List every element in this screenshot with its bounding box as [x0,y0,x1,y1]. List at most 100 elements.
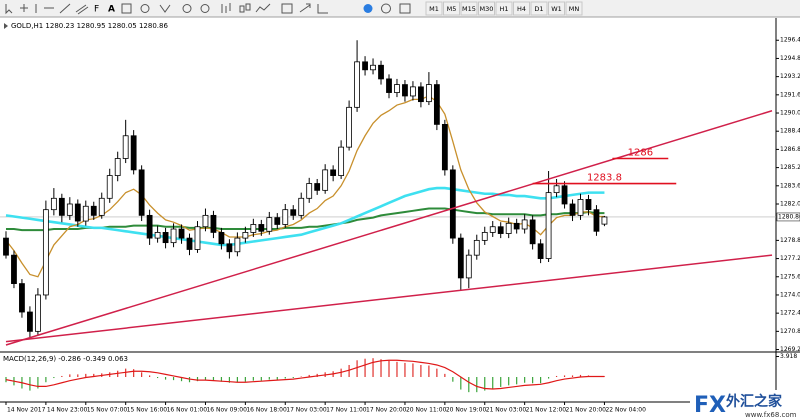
candle-body [242,232,249,239]
candle-body [322,169,329,191]
y-tick-label: 1293.20 [780,73,800,80]
y-tick-label: 1275.60 [780,273,800,280]
y-tick-label: 1286.80 [780,146,800,153]
moving-average [5,95,605,278]
cursor-icon[interactable] [5,4,13,15]
candle-body [601,216,608,225]
timeframe-label[interactable]: M30 [480,5,494,13]
candle-body [130,135,137,171]
templates-icon[interactable] [399,3,411,14]
zoom-in-icon[interactable] [182,4,192,13]
zoom-out-icon[interactable] [200,4,210,13]
symbol-icon [4,23,8,29]
timeframe-label[interactable]: M15 [462,5,476,13]
y-tick-label: 1270.80 [780,328,800,335]
candle-body [250,224,257,233]
timeframe-label[interactable]: M1 [429,5,439,13]
shapes-icon[interactable] [140,4,150,13]
y-tick-label: 1291.60 [780,91,800,98]
candle-body [425,84,432,103]
timeframe-button[interactable] [478,1,495,16]
candle-body [569,203,576,216]
trendline-icon[interactable] [59,3,71,14]
low: 1280.05 [108,22,137,30]
x-tick-label: 22 Nov 04:00 [605,407,646,414]
y-tick-label: 1290.00 [780,110,800,117]
x-tick-label: 17 Nov 11:00 [326,407,367,414]
timeframe-label[interactable]: MN [569,5,580,13]
candle-body [537,243,544,259]
text-icon[interactable]: A [108,5,115,15]
timeframe-button[interactable] [460,1,478,16]
candle-body [282,209,289,225]
timeframe-label[interactable]: W1 [551,5,562,13]
watermark-bg [690,390,800,420]
candle-body [449,169,456,239]
candle-body [186,237,193,250]
candle-body [370,64,376,71]
timeframe-button[interactable] [513,1,530,16]
candle-body [90,205,97,216]
x-tick-label: 20 Nov 11:00 [406,407,447,414]
candle-body [58,197,65,216]
arrows-icon[interactable] [159,4,171,13]
candle-body [338,146,345,176]
timeframe-button[interactable] [565,1,583,16]
timeframe-button[interactable] [425,1,443,16]
candle-body [266,217,273,232]
x-tick-label: 15 Nov 16:00 [127,407,168,414]
channel-icon[interactable] [75,4,89,15]
label-icon[interactable] [121,3,132,14]
timeframe-label[interactable]: H1 [499,5,508,13]
candle-body [346,106,353,148]
trendline [5,254,773,343]
tile-icon[interactable] [281,3,293,14]
candle-body [418,86,424,103]
candle-body [330,169,337,176]
fib-icon[interactable]: F [94,5,99,15]
timeframe-label[interactable]: H4 [517,5,526,13]
candle-body [505,222,512,234]
candle-body [481,232,488,241]
candle-body [178,228,185,239]
candle-body [35,294,41,332]
watermark: FX 外汇之家 www.fx68.com [690,390,800,420]
candle-body [545,192,552,259]
candle-icon[interactable] [239,3,251,13]
timeframe-button[interactable] [495,1,513,16]
timeframe-button[interactable] [530,1,548,16]
candle-body [441,123,448,171]
candle-body [394,84,400,93]
candle-body [226,243,233,253]
timeframe-label[interactable]: M5 [447,5,457,13]
macd-title: MACD(12,26,9) -0.286 -0.349 0.063 [3,355,128,363]
bar-icon[interactable] [221,3,231,13]
trendline [5,110,773,346]
x-tick-label: 21 Nov 12:00 [526,407,567,414]
crosshair-icon[interactable] [20,4,28,12]
shift-icon[interactable] [317,4,328,14]
periods-icon[interactable] [381,3,391,14]
candle-body [258,224,265,232]
candle-body [122,135,129,159]
scroll-icon[interactable] [299,3,311,13]
line-icon[interactable] [255,3,271,13]
indicators-icon[interactable] [363,4,373,13]
candle-body [473,239,480,256]
y-tick-label: 1269.20 [780,346,800,353]
candle-body [42,209,49,296]
x-tick-label: 16 Nov 09:00 [206,407,247,414]
candle-body [98,197,105,216]
timeframe-label[interactable]: D1 [534,5,543,13]
toolbar-icons: F A [5,3,411,15]
watermark-logo: FX [694,393,726,418]
candle-body [362,61,368,71]
candle-body [465,254,472,279]
candle-body [74,203,81,222]
candle-body [82,205,89,222]
timeframe-button[interactable] [443,1,460,16]
x-tick-label: 17 Nov 20:00 [366,407,407,414]
timeframe-button[interactable] [548,1,565,16]
y-tick-label: 1277.20 [780,255,800,262]
